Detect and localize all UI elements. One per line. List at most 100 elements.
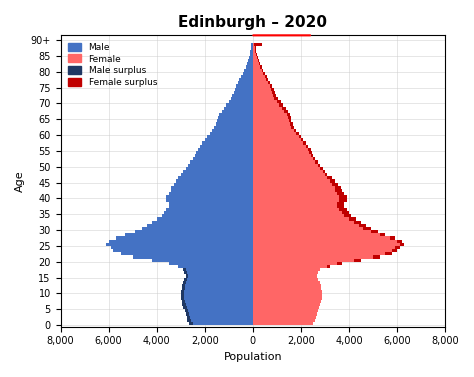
Bar [253,192,337,195]
Bar [238,81,253,84]
Bar [253,214,344,218]
Bar [190,316,253,319]
Bar [258,59,259,62]
Bar [253,129,294,132]
Bar [253,110,284,113]
Bar [185,274,189,277]
Bar [232,94,253,97]
Bar [196,151,253,154]
Bar [253,164,318,167]
Bar [253,256,373,259]
Bar [188,164,253,167]
Bar [253,224,359,227]
Bar [359,224,366,227]
Bar [253,284,320,287]
Bar [253,252,385,256]
Bar [166,198,253,202]
Bar [152,259,253,262]
Bar [236,84,253,87]
Bar [253,233,380,236]
Bar [147,224,253,227]
Bar [253,211,342,214]
Bar [178,176,253,179]
Bar [339,198,346,202]
Bar [259,62,260,66]
Bar [195,154,253,157]
Bar [169,205,253,208]
Bar [111,246,253,249]
Bar [218,116,253,119]
Bar [210,132,253,135]
Bar [229,100,253,103]
Bar [207,135,253,138]
Bar [273,94,276,97]
Bar [253,319,315,322]
Bar [183,293,253,297]
Bar [289,119,292,123]
Bar [183,268,185,271]
Bar [253,249,392,252]
Bar [253,91,272,94]
Bar [268,81,270,84]
Bar [255,50,256,53]
Bar [330,179,335,182]
Bar [253,170,323,173]
Bar [332,182,338,186]
Bar [328,176,332,179]
Bar [253,309,318,313]
Bar [216,123,253,126]
Bar [253,87,271,91]
Bar [227,103,253,107]
Bar [306,145,308,148]
Bar [325,173,328,176]
Bar [257,56,258,59]
Bar [191,319,253,322]
Bar [253,126,292,129]
Bar [185,284,253,287]
Bar [253,262,337,265]
Bar [253,281,319,284]
Bar [253,316,316,319]
Bar [193,322,253,325]
Bar [239,78,253,81]
Bar [253,135,299,138]
Bar [339,208,346,211]
Bar [200,145,253,148]
Bar [253,277,319,281]
Bar [241,75,253,78]
Bar [288,116,291,119]
Bar [253,123,290,126]
Bar [185,309,188,313]
Bar [349,218,356,221]
Bar [183,170,253,173]
Bar [253,113,286,116]
Bar [178,265,253,268]
Bar [185,268,253,271]
Bar [253,78,266,81]
Bar [171,186,253,189]
Bar [187,277,253,281]
Bar [253,97,274,100]
Bar [181,173,253,176]
Bar [126,233,253,236]
Bar [253,173,325,176]
Bar [214,126,253,129]
Bar [253,116,288,119]
Bar [344,214,351,218]
Bar [354,221,361,224]
Bar [274,97,278,100]
Bar [282,107,286,110]
Bar [253,274,317,277]
Bar [253,268,320,271]
Bar [253,182,332,186]
Bar [315,161,318,164]
Bar [253,66,260,69]
Bar [181,290,184,293]
Bar [253,306,319,309]
Bar [116,236,253,240]
Bar [292,126,294,129]
Bar [120,252,253,256]
Bar [253,161,315,164]
Bar [313,157,315,161]
Bar [253,43,254,46]
